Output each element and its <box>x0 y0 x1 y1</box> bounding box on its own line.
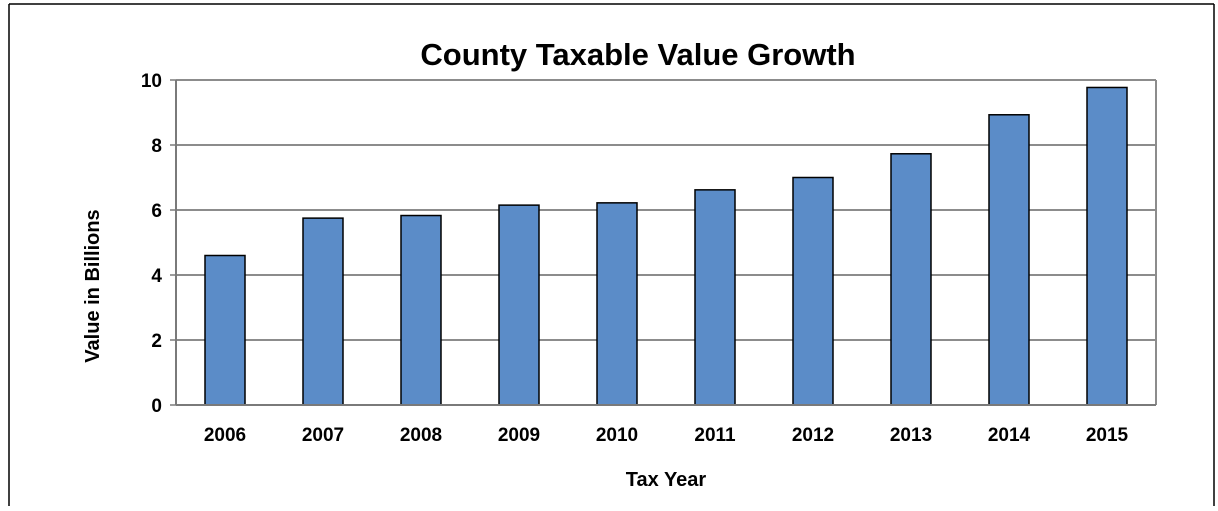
x-tick-label: 2006 <box>204 425 246 446</box>
x-axis-label: Tax Year <box>626 469 707 491</box>
bar-2006 <box>204 254 246 406</box>
y-tick-label: 0 <box>151 396 162 417</box>
y-tick-label: 8 <box>151 136 162 157</box>
x-tick-label: 2014 <box>988 425 1031 446</box>
x-tick-label: 2010 <box>596 425 638 446</box>
bar-2009 <box>498 204 540 406</box>
y-tick-label: 2 <box>151 331 162 352</box>
y-axis-label: Value in Billions <box>82 209 104 362</box>
y-tick-labels: 0 2 4 6 8 10 <box>141 71 163 417</box>
chart-title: County Taxable Value Growth <box>420 37 855 72</box>
bar-2013 <box>890 153 932 406</box>
y-tick-label: 6 <box>151 201 162 222</box>
y-tick-label: 4 <box>151 266 162 287</box>
bar-2011 <box>694 189 736 406</box>
axes <box>170 79 1157 406</box>
bar-series <box>204 86 1128 406</box>
bar-2008 <box>400 214 442 406</box>
y-tick-label: 10 <box>141 71 162 92</box>
x-tick-label: 2007 <box>302 425 344 446</box>
bar-2014 <box>988 114 1030 406</box>
bar-2015 <box>1086 86 1128 406</box>
x-tick-labels: 2006 2007 2008 2009 2010 2011 2012 2013 2014 2015 <box>204 425 1129 446</box>
bar-2010 <box>596 202 638 406</box>
x-tick-label: 2012 <box>792 425 834 446</box>
x-tick-label: 2009 <box>498 425 540 446</box>
x-tick-label: 2011 <box>694 425 736 446</box>
x-tick-label: 2008 <box>400 425 442 446</box>
bar-2012 <box>792 176 834 406</box>
x-tick-label: 2015 <box>1086 425 1129 446</box>
x-tick-label: 2013 <box>890 425 932 446</box>
bar-2007 <box>302 217 344 406</box>
